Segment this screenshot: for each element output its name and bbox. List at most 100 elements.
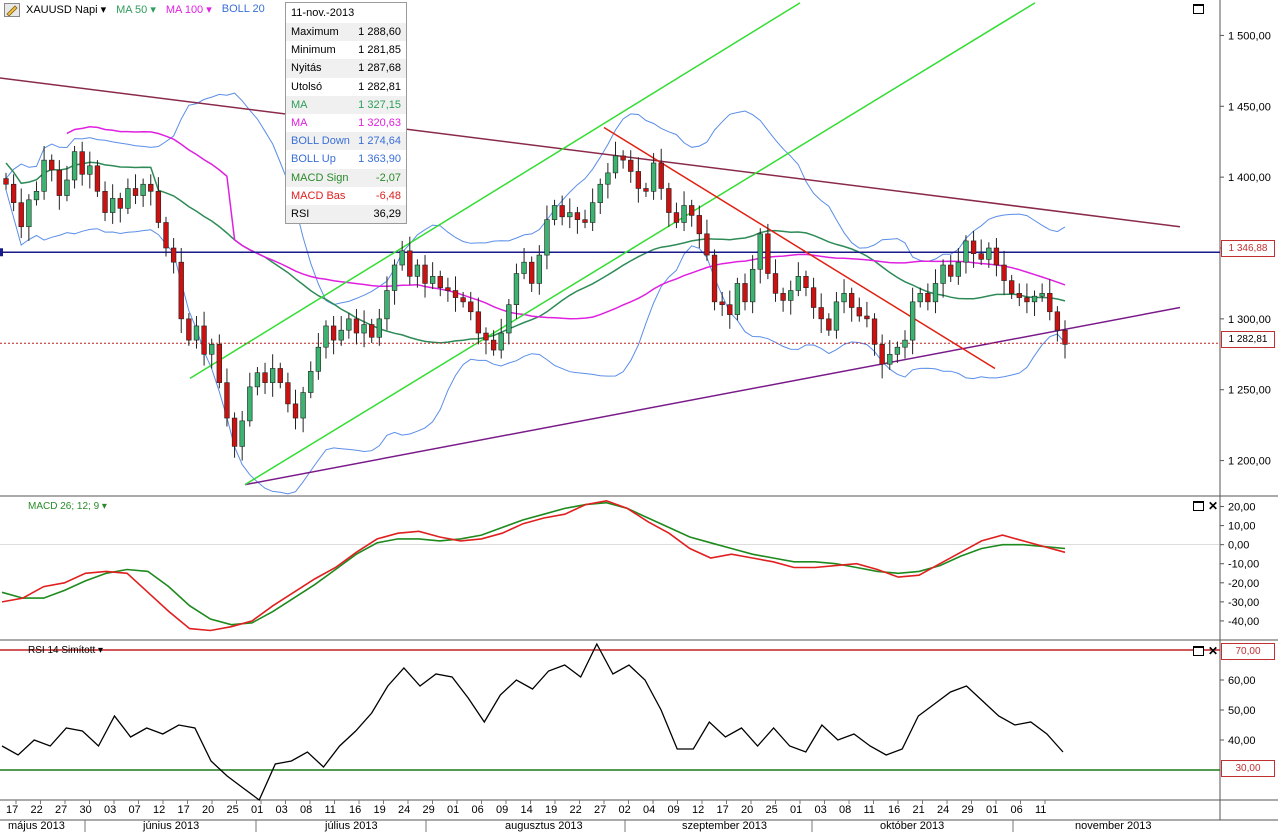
boll-legend[interactable]: BOLL 20 [221,3,265,15]
candle-down [635,171,642,189]
y-tick-label: -40,00 [1228,616,1259,628]
candle-down [163,222,169,249]
macd-legend[interactable]: MACD 26; 12; 9 ▾ [28,501,107,512]
candle-up [940,264,946,284]
data-window-label: MACD Sign [291,171,349,184]
x-tick-label: 27 [594,804,606,816]
data-window: 11-nov.-2013 Maximum 1 288,60 Minimum 1 281… [285,2,407,225]
x-tick-label: 12 [692,804,704,816]
x-tick-label: 19 [545,804,557,816]
x-tick-label: 11 [864,804,875,816]
candle-down [353,318,360,334]
data-window-row: MA 1 320,63 [286,114,406,132]
candle-down [102,191,108,213]
month-label: szeptember 2013 [682,820,767,832]
candle-up [536,254,542,284]
data-window-label: Nyitás [291,62,322,75]
candle-down [818,307,824,320]
symbol-selector[interactable]: XAUUSD Napi ▾ [26,3,107,16]
candle-up [551,205,558,220]
maximize-main-icon[interactable] [1193,4,1204,14]
candle-down [978,253,984,260]
x-tick-label: 09 [668,804,680,816]
data-window-value: 1 287,68 [358,62,401,75]
close-macd-icon[interactable]: ✕ [1208,499,1219,513]
candle-up [269,368,276,383]
data-window-date: 11-nov.-2013 [291,7,355,19]
x-tick-label: 17 [717,804,729,816]
x-tick-label: 22 [570,804,582,816]
y-tick-label: 20,00 [1228,502,1256,514]
pencil-icon[interactable] [4,3,20,17]
candle-down [727,304,733,315]
candle-up [902,339,908,348]
candle-up [734,283,741,315]
candle-up [239,420,245,447]
candle-up [597,183,603,203]
x-tick-label: 08 [839,804,851,816]
candle-up [414,264,421,277]
candle-up [399,250,405,266]
ma50-line [5,161,1066,344]
candle-up [788,290,794,301]
candle-down [132,188,139,196]
candle-down [201,325,207,355]
data-window-row: BOLL Up 1 363,90 [286,150,406,168]
x-tick-label: 20 [741,804,753,816]
maximize-rsi-icon[interactable] [1193,646,1204,656]
candle-up [41,159,47,192]
channel-line-lower-green [189,2,801,380]
candle-down [742,283,748,303]
candle-up [513,273,520,305]
candle-down [666,188,672,213]
candle-up [757,233,763,270]
candle-up [605,172,611,185]
y-tick-label: -20,00 [1228,578,1259,590]
data-window-value: 1 320,63 [358,116,401,129]
ma50-legend[interactable]: MA 50 ▾ [116,3,156,16]
candle-down [452,290,459,298]
x-tick-label: 22 [31,804,43,816]
y-tick-label: 50,00 [1228,705,1256,717]
month-label: június 2013 [142,820,199,832]
maximize-macd-icon[interactable] [1193,501,1204,511]
candle-down [79,151,85,175]
candle-down [285,382,291,405]
candle-down [475,311,482,334]
candle-up [323,325,329,348]
candle-down [948,264,954,277]
candle-down [231,417,238,447]
candle-down [18,202,24,228]
candle-down [292,403,299,419]
candle-down [490,339,497,351]
candle-down [559,205,565,218]
x-tick-label: 03 [815,804,827,816]
candle-down [803,276,809,288]
candle-down [765,233,771,274]
candle-down [216,344,222,383]
x-tick-label: 11 [325,804,336,816]
ma100-legend[interactable]: MA 100 ▾ [165,3,212,16]
rsi-30-label: 30,00 [1221,760,1275,777]
close-rsi-icon[interactable]: ✕ [1208,644,1219,658]
x-tick-label: 19 [374,804,386,816]
downtrend-line-brown [0,77,1181,228]
data-window-row: MACD Sign -2,07 [286,168,406,187]
candle-up [589,202,596,223]
x-tick-label: 21 [913,804,925,816]
candle-up [1031,295,1038,303]
candle-down [369,324,375,338]
candle-down [643,188,649,192]
rsi-legend[interactable]: RSI 14 Simított ▾ [28,645,104,656]
candle-down [810,287,817,308]
candle-down [1062,329,1068,345]
candle-up [833,301,840,331]
data-window-row: BOLL Down 1 274,64 [286,132,406,151]
candle-up [300,392,306,419]
candle-down [711,254,718,303]
rsi-70-label: 70,00 [1221,643,1275,660]
data-window-value: 1 274,64 [358,135,401,148]
downtrend-line-red [603,126,996,370]
uptrend-line-purple [244,306,1181,486]
